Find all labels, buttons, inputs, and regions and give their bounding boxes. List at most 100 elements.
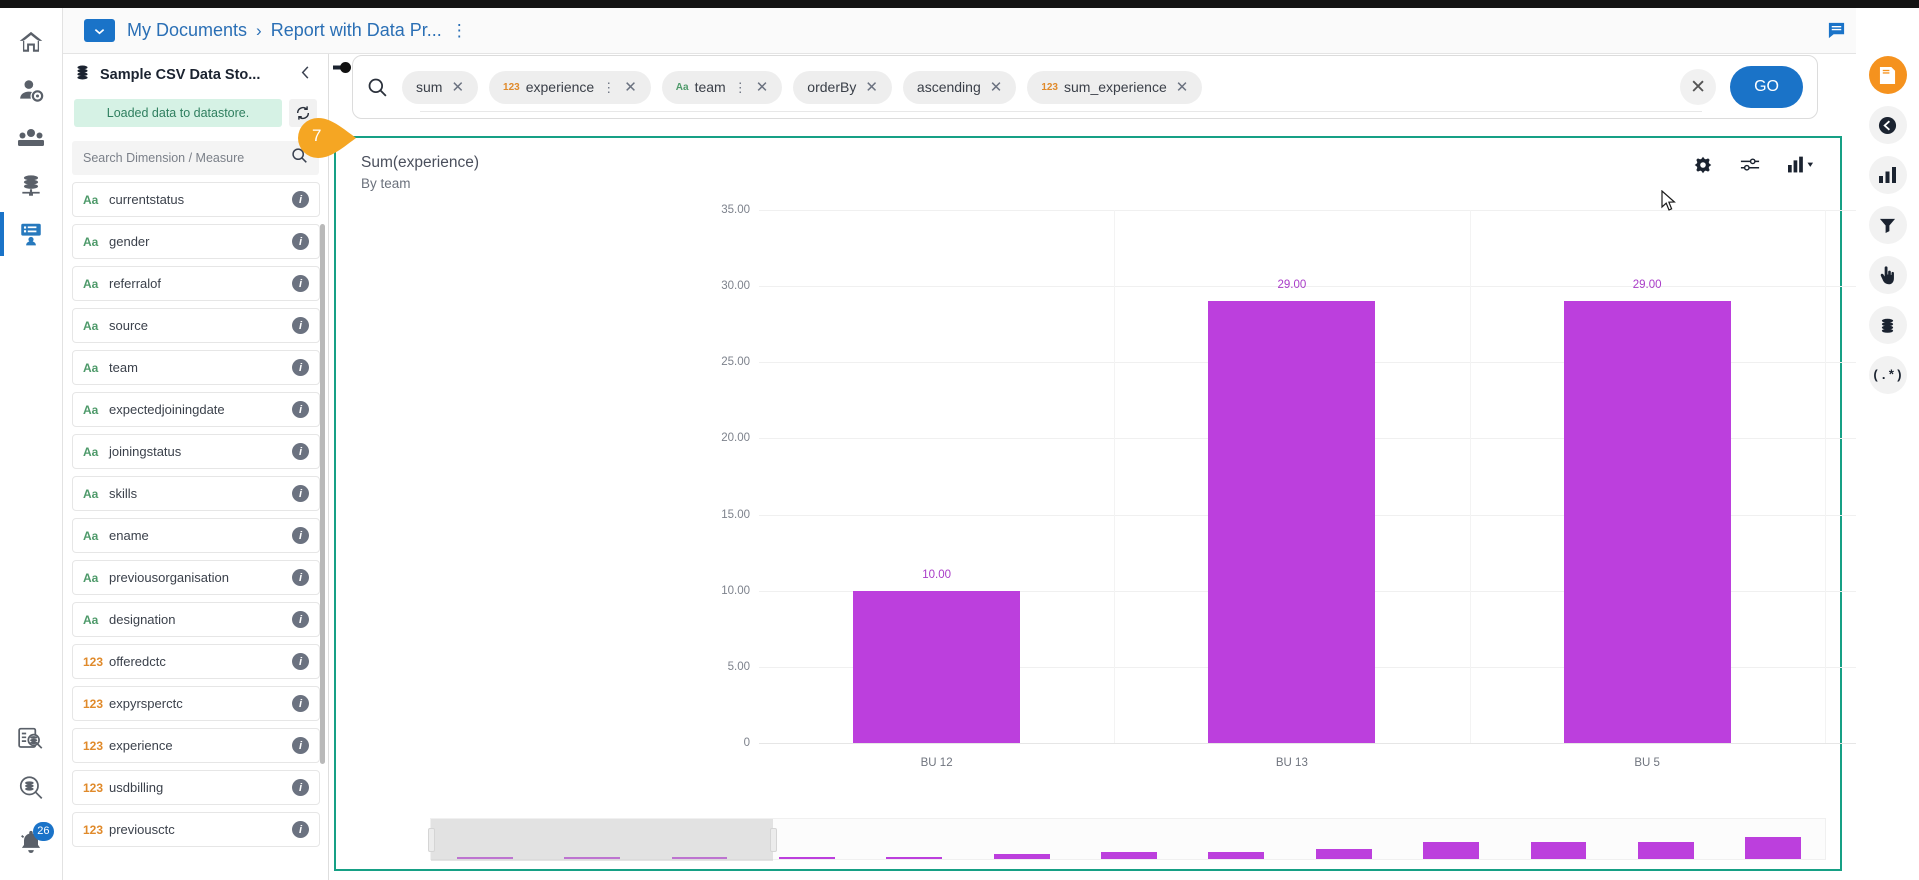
info-icon[interactable]: i (292, 611, 309, 628)
chart-title: Sum(experience) (361, 154, 480, 171)
user-settings-icon[interactable] (0, 66, 63, 114)
folder-chevron-icon[interactable] (84, 19, 115, 42)
report-menu-kebab-icon[interactable]: ⋮ (450, 21, 468, 40)
dimension-measure-item[interactable]: Aa currentstatus i (72, 182, 320, 217)
query-token[interactable]: 123 sum_experience ✕ (1027, 70, 1203, 104)
query-token[interactable]: sum ✕ (402, 70, 479, 104)
dimension-measure-item[interactable]: Aa gender i (72, 224, 320, 259)
navigator-selection-window[interactable] (431, 819, 774, 861)
info-icon[interactable]: i (292, 569, 309, 586)
info-icon[interactable]: i (292, 653, 309, 670)
dimension-measure-item[interactable]: 123 experience i (72, 728, 320, 763)
back-arrow-icon[interactable] (1868, 106, 1907, 144)
search-icon[interactable] (291, 147, 308, 169)
navigator-handle-left[interactable] (428, 828, 435, 852)
info-icon[interactable]: i (292, 191, 309, 208)
toggle-knob-icon[interactable] (333, 60, 351, 73)
dimension-measure-item[interactable]: Aa designation i (72, 602, 320, 637)
dimension-measure-item[interactable]: 123 usdbilling i (72, 770, 320, 805)
dimension-measure-item[interactable]: 123 offeredctc i (72, 644, 320, 679)
sliders-icon[interactable] (1740, 156, 1760, 174)
item-label: expectedjoiningdate (109, 402, 225, 417)
query-token[interactable]: 123 experience ⋮ ✕ (489, 70, 651, 104)
regex-icon[interactable]: (.*) (1868, 356, 1907, 394)
info-icon[interactable]: i (292, 821, 309, 838)
info-icon[interactable]: i (292, 275, 309, 292)
home-icon[interactable] (0, 18, 63, 66)
dimension-measure-item[interactable]: Aa referralof i (72, 266, 320, 301)
token-remove-icon[interactable]: ✕ (755, 78, 769, 96)
gear-icon[interactable] (1694, 156, 1712, 174)
search-dimension-measure-box[interactable] (72, 141, 319, 175)
bar[interactable] (853, 590, 1021, 743)
datastore-icon[interactable] (1868, 306, 1907, 344)
info-icon[interactable]: i (292, 233, 309, 250)
item-type-badge: Aa (83, 192, 99, 207)
info-icon[interactable]: i (292, 695, 309, 712)
query-token[interactable]: orderBy ✕ (793, 70, 892, 104)
bar[interactable] (1208, 301, 1376, 743)
dimension-measure-item[interactable]: Aa joiningstatus i (72, 434, 320, 469)
item-label: experience (109, 738, 173, 753)
info-icon[interactable]: i (292, 443, 309, 460)
comment-icon[interactable] (1827, 21, 1846, 40)
chevron-left-icon[interactable] (294, 65, 317, 85)
navigator-mini-bar (1638, 841, 1694, 859)
bar-chart-icon[interactable] (1868, 156, 1907, 194)
info-icon[interactable]: i (292, 485, 309, 502)
info-icon[interactable]: i (292, 779, 309, 796)
bar-chart-plot[interactable]: 0 5.00 10.00 15.00 20.00 25.00 30.00 35.00 10.00… (336, 198, 1919, 808)
panel-scrollbar[interactable] (320, 224, 325, 764)
report-search-icon[interactable] (0, 716, 63, 764)
token-remove-icon[interactable]: ✕ (989, 78, 1003, 96)
data-card-icon[interactable] (1868, 56, 1907, 94)
data-profile-icon[interactable] (0, 210, 63, 258)
breadcrumb-current-report[interactable]: Report with Data Pr... (270, 20, 442, 40)
navigator-handle-right[interactable] (770, 828, 778, 852)
token-options-icon[interactable]: ⋮ (602, 79, 616, 95)
y-axis-tick-label: 5.00 (727, 660, 750, 673)
group-users-icon[interactable] (0, 114, 63, 162)
token-options-icon[interactable]: ⋮ (733, 79, 747, 95)
info-icon[interactable]: i (292, 737, 309, 754)
data-search-icon[interactable] (0, 764, 63, 812)
dimension-measure-item[interactable]: Aa previousorganisation i (72, 560, 320, 595)
dimension-measure-item[interactable]: 123 previousctc i (72, 812, 320, 847)
info-icon[interactable]: i (292, 359, 309, 376)
token-remove-icon[interactable]: ✕ (1175, 78, 1189, 96)
token-label: sum (416, 79, 443, 95)
datastore-icon[interactable] (0, 162, 63, 210)
info-icon[interactable]: i (292, 317, 309, 334)
token-remove-icon[interactable]: ✕ (624, 78, 637, 96)
bar[interactable] (1563, 301, 1731, 743)
item-label: team (109, 360, 138, 375)
y-axis-tick-label: 25.00 (721, 356, 750, 369)
item-label: referralof (109, 276, 162, 291)
search-icon[interactable] (367, 77, 388, 98)
dimension-measure-item[interactable]: 123 expyrsperctc i (72, 686, 320, 721)
dimension-measure-item[interactable]: Aa skills i (72, 476, 320, 511)
notification-bell-icon[interactable]: 26 (0, 818, 63, 866)
dimension-measure-list[interactable]: Aa currentstatus i Aa gender i Aa referralof i Aa… (72, 182, 320, 872)
item-type-badge: Aa (83, 360, 99, 375)
dimension-measure-item[interactable]: Aa source i (72, 308, 320, 343)
clear-query-button[interactable]: ✕ (1680, 69, 1717, 105)
pointer-hand-icon[interactable] (1868, 256, 1907, 294)
filter-icon[interactable] (1868, 206, 1907, 244)
search-input[interactable] (83, 151, 291, 165)
chart-navigator[interactable] (428, 818, 1826, 861)
token-remove-icon[interactable]: ✕ (451, 78, 465, 96)
breadcrumb-my-documents[interactable]: My Documents (127, 20, 248, 40)
info-icon[interactable]: i (292, 527, 309, 544)
chart-type-icon[interactable] (1788, 156, 1814, 174)
go-button[interactable]: GO (1730, 66, 1803, 108)
dimension-measure-item[interactable]: Aa ename i (72, 518, 320, 553)
dimension-measure-item[interactable]: Aa expectedjoiningdate i (72, 392, 320, 427)
query-token[interactable]: Aa team ⋮ ✕ (661, 70, 783, 104)
query-token[interactable]: ascending ✕ (902, 70, 1017, 104)
bar-value-label: 29.00 (1277, 279, 1307, 292)
dimension-measure-item[interactable]: Aa team i (72, 350, 320, 385)
token-remove-icon[interactable]: ✕ (865, 78, 878, 96)
x-gridline (1824, 210, 1826, 743)
info-icon[interactable]: i (292, 401, 309, 418)
